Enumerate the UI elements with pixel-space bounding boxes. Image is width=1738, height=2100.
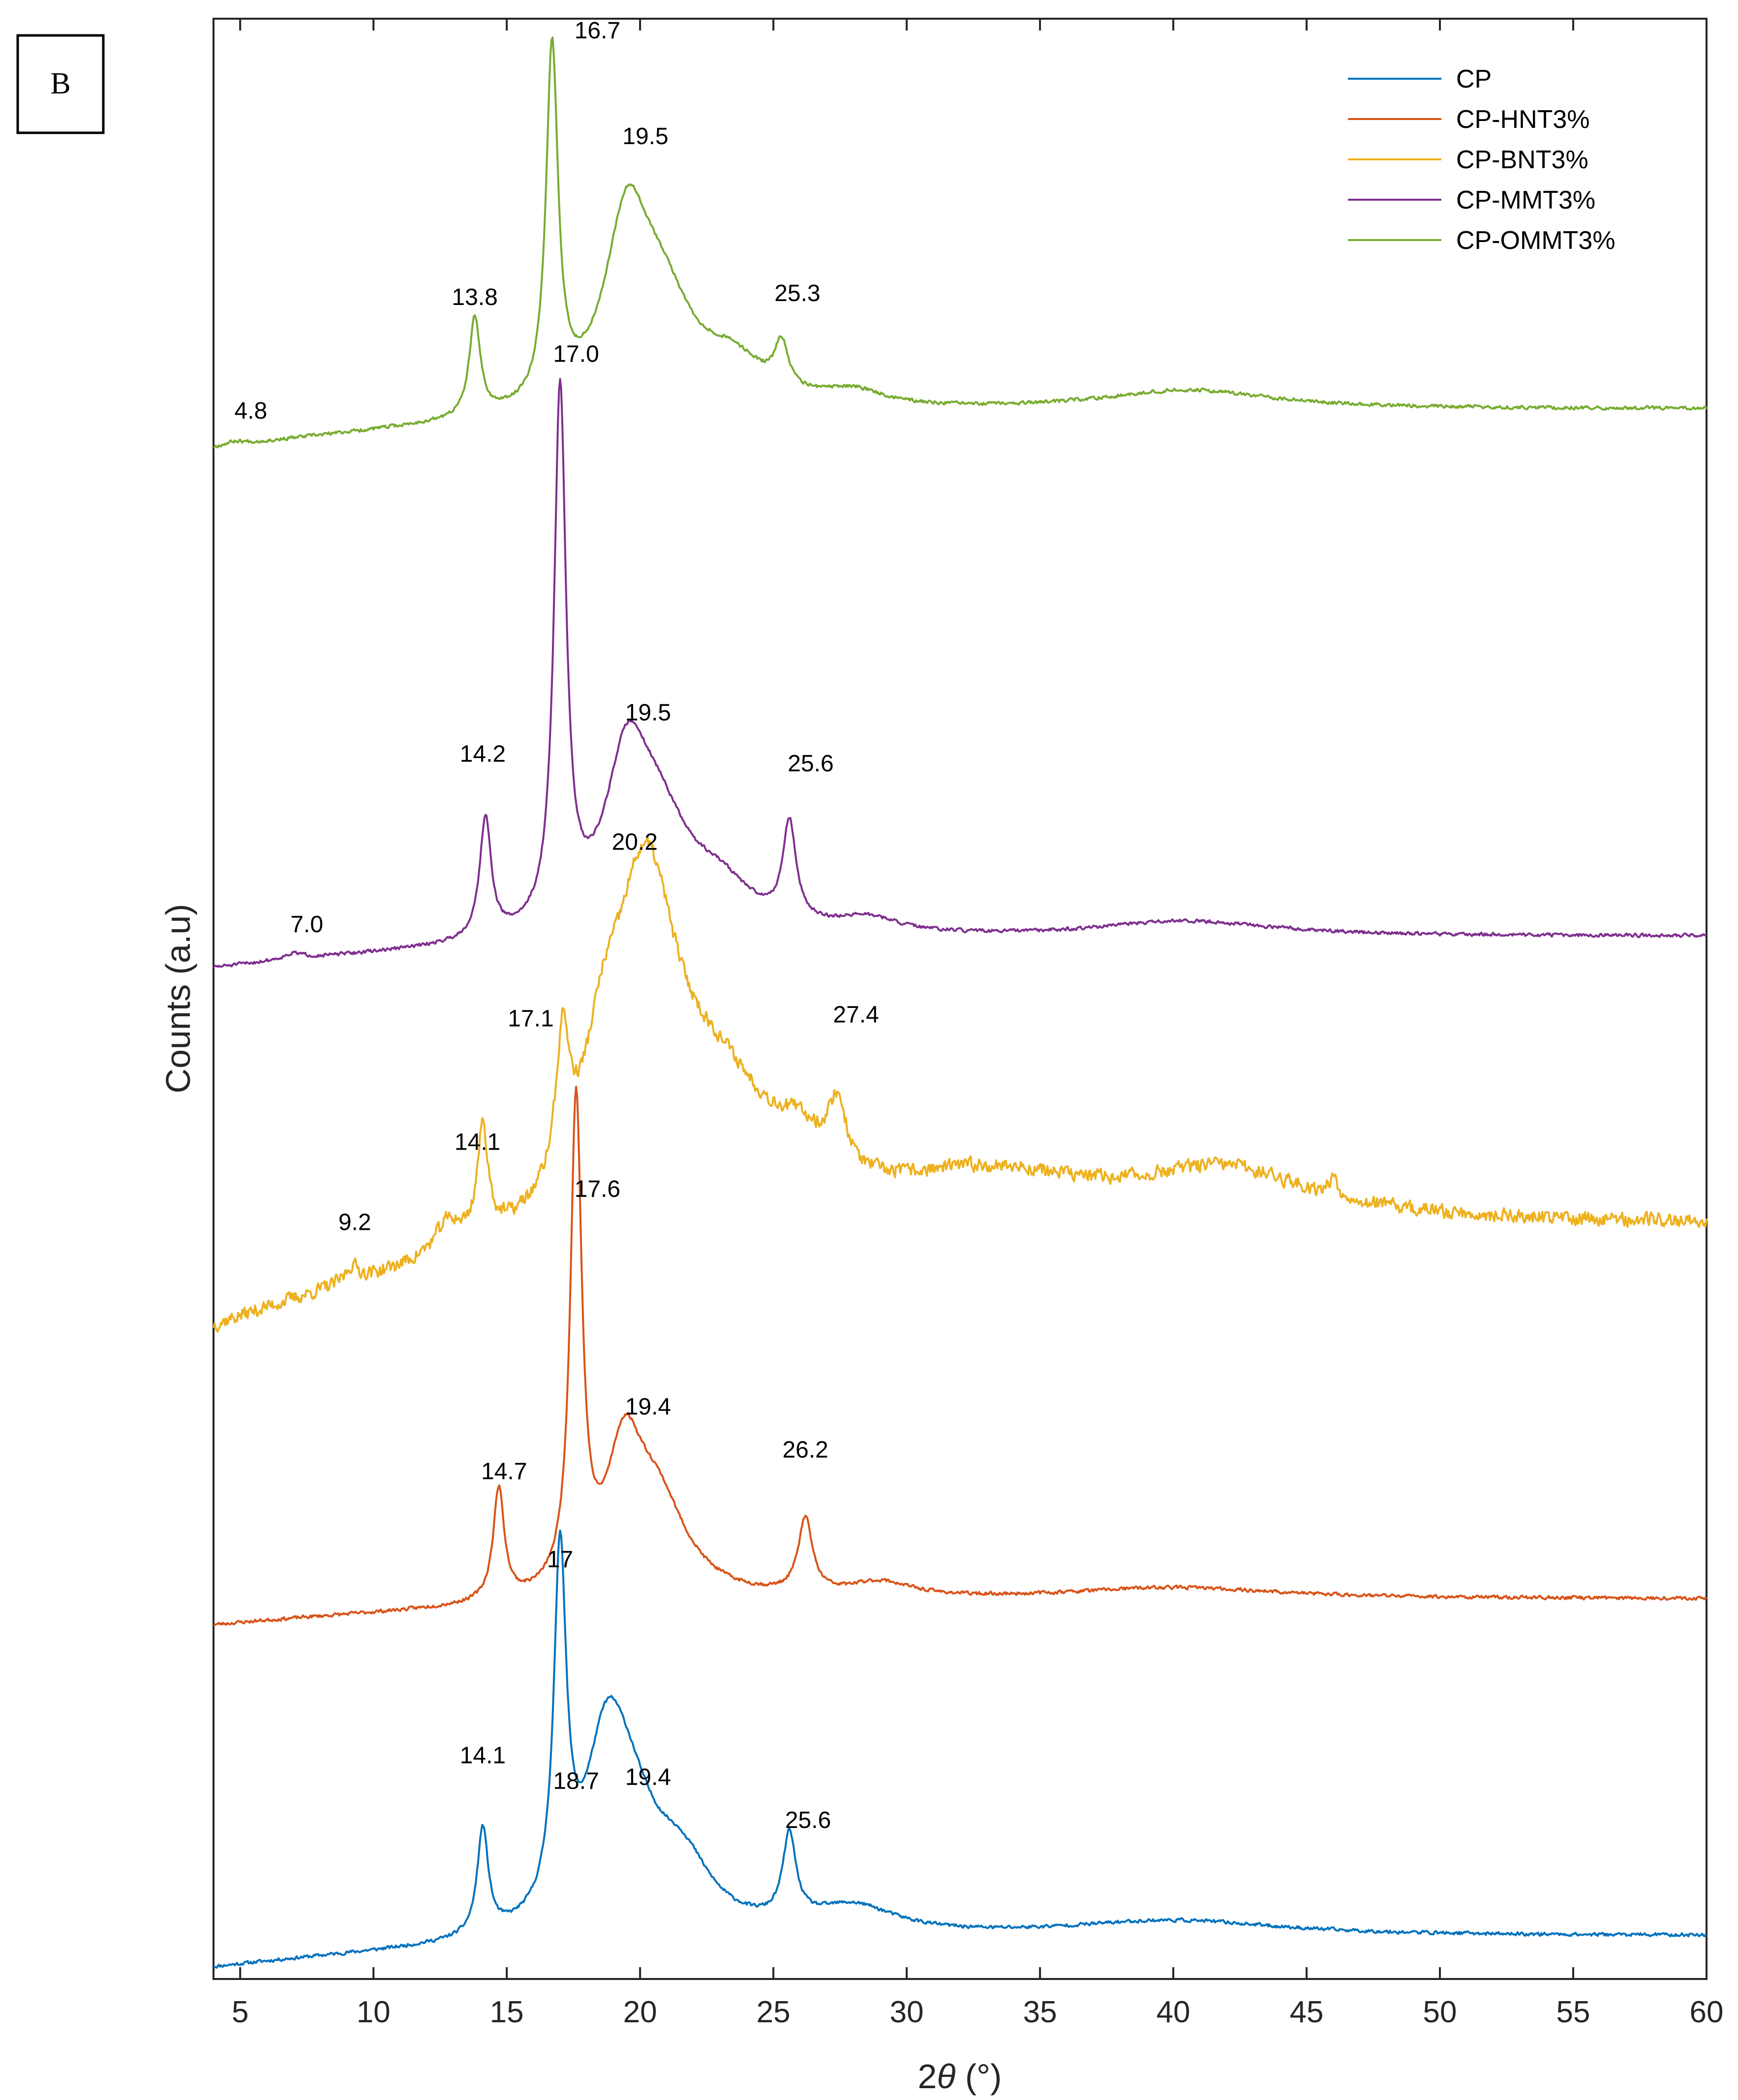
panel-label: B (50, 67, 70, 100)
legend-entry: CP-OMMT3% (1456, 226, 1616, 255)
series-line-1 (213, 1529, 1708, 1969)
peak-label: 25.6 (788, 751, 833, 777)
peak-label: 19.4 (625, 1764, 671, 1790)
x-axis-title: 2θ (°) (918, 2057, 1002, 2096)
y-axis-title: Counts (a.u) (159, 904, 197, 1093)
peak-label: 9.2 (338, 1210, 371, 1236)
peak-label: 14.1 (460, 1743, 506, 1769)
x-tick-label: 45 (1290, 1995, 1324, 2029)
peak-label: 17.1 (508, 1005, 553, 1032)
x-axis-ticks: 5 10 15 20 25 30 35 40 45 50 55 60 (232, 19, 1724, 2029)
series-line-2 (213, 1086, 1708, 1627)
x-tick-label: 50 (1423, 1995, 1457, 2029)
peak-label: 25.6 (785, 1807, 831, 1833)
peak-label: 18.7 (553, 1768, 599, 1794)
peak-label: 13.8 (452, 284, 497, 310)
peak-label: 19.5 (625, 700, 671, 726)
peak-label: 7.0 (290, 912, 323, 938)
legend-entry: CP-BNT3% (1456, 146, 1588, 174)
peak-labels: 14.1 17 18.7 19.4 25.6 14.7 17.6 19.4 26.2 9.2 14.… (235, 18, 879, 1833)
legend-entry: CP (1456, 65, 1492, 93)
peak-label: 20.2 (612, 829, 658, 855)
series-line-4 (213, 378, 1707, 969)
x-tick-label: 25 (757, 1995, 791, 2029)
peak-label: 19.5 (622, 123, 668, 150)
x-tick-label: 55 (1556, 1995, 1590, 2029)
x-tick-label: 40 (1157, 1995, 1190, 2029)
peak-label: 4.8 (235, 398, 268, 424)
x-tick-label: 60 (1690, 1995, 1724, 2029)
panel-label-box (16, 34, 105, 134)
legend-entry: CP-HNT3% (1456, 105, 1590, 134)
peak-label: 17.0 (553, 341, 599, 367)
peak-label: 16.7 (575, 18, 620, 44)
x-tick-label: 20 (623, 1995, 657, 2029)
peak-label: 26.2 (782, 1437, 828, 1463)
peak-label: 14.7 (481, 1459, 527, 1485)
series-group (213, 36, 1708, 1969)
legend-entry: CP-MMT3% (1456, 186, 1595, 214)
peak-label: 14.2 (460, 741, 506, 767)
peak-label: 17 (547, 1547, 573, 1573)
peak-label: 17.6 (575, 1176, 620, 1202)
series-line-3 (213, 836, 1708, 1333)
plot-area (213, 18, 1708, 1980)
peak-label: 19.4 (625, 1394, 671, 1420)
x-tick-label: 15 (490, 1995, 524, 2029)
peak-label: 14.1 (455, 1129, 500, 1155)
x-tick-label: 30 (890, 1995, 924, 2029)
x-tick-label: 10 (357, 1995, 391, 2029)
x-tick-label: 35 (1023, 1995, 1057, 2029)
x-tick-label: 5 (232, 1995, 248, 2029)
peak-label: 25.3 (774, 280, 820, 306)
peak-label: 27.4 (833, 1002, 879, 1028)
legend: CP CP-HNT3% CP-BNT3% CP-MMT3% CP-OMMT3% (1348, 65, 1616, 255)
series-line-5 (213, 36, 1708, 449)
